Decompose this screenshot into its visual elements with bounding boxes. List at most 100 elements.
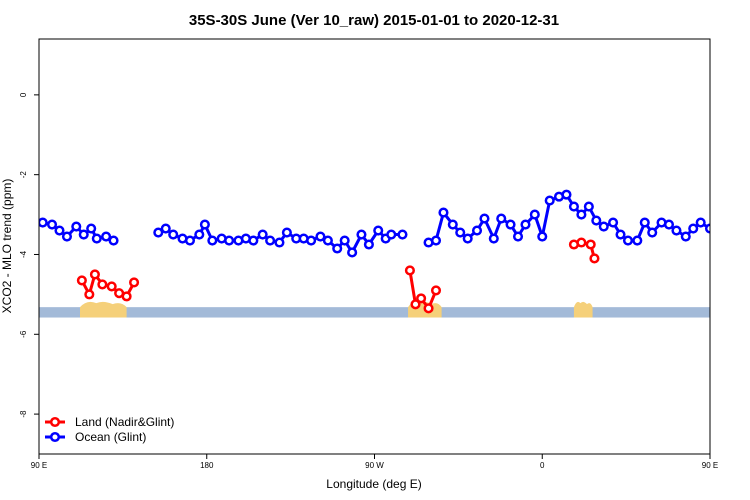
data-point <box>322 235 333 246</box>
data-point <box>568 201 579 212</box>
x-tick-label: 90 E <box>31 461 47 470</box>
data-point <box>281 227 292 238</box>
data-point <box>101 231 112 242</box>
legend-ocean-label: Ocean (Glint) <box>75 430 146 444</box>
data-point <box>561 189 572 200</box>
data-point <box>680 231 691 242</box>
data-point <box>479 213 490 224</box>
data-point <box>76 275 87 286</box>
series-land <box>76 237 750 314</box>
y-tick-label: -2 <box>19 171 28 179</box>
data-point <box>46 219 58 230</box>
data-point <box>512 231 524 242</box>
data-point <box>576 209 587 220</box>
data-point <box>583 201 594 212</box>
data-point <box>416 293 427 304</box>
data-point <box>160 223 171 234</box>
data-point <box>447 219 458 230</box>
data-point <box>729 227 737 235</box>
data-point <box>585 239 596 250</box>
x-axis-ticks: 90 E 180 90 W 0 90 E <box>31 454 718 470</box>
x-axis-label: Longitude (deg E) <box>326 477 421 491</box>
data-point <box>108 235 119 246</box>
data-point <box>671 225 682 236</box>
data-point <box>488 233 499 244</box>
land-ocean-band <box>39 301 710 318</box>
land-bump <box>573 301 593 318</box>
chart-title: 35S-30S June (Ver 10_raw) 2015-01-01 to … <box>189 12 559 29</box>
data-point <box>274 237 285 248</box>
data-point <box>332 243 343 254</box>
data-point <box>537 231 548 242</box>
data-point <box>455 227 466 238</box>
data-point <box>315 231 326 242</box>
data-point <box>410 299 421 310</box>
y-axis-label: XCO2 - MLO trend (ppm) <box>0 179 14 314</box>
data-point <box>89 269 100 280</box>
data-point <box>78 229 89 240</box>
data-point <box>207 235 218 246</box>
x-tick-label: 90 E <box>702 461 718 470</box>
data-point <box>589 253 600 264</box>
data-point <box>520 219 531 230</box>
data-point <box>632 235 643 246</box>
legend-land-label: Land (Nadir&Glint) <box>75 415 174 429</box>
data-point <box>591 215 602 226</box>
ocean-band <box>39 307 710 318</box>
legend-land-marker <box>49 416 61 428</box>
data-point <box>373 225 384 236</box>
y-tick-label: -8 <box>19 410 28 418</box>
data-point <box>84 289 95 300</box>
data-point <box>71 221 82 232</box>
y-tick-label: -4 <box>19 250 28 258</box>
data-point <box>721 233 729 241</box>
data-point <box>704 223 710 234</box>
legend: Land (Nadir&Glint) Ocean (Glint) <box>45 415 174 444</box>
data-point <box>688 223 699 234</box>
data-point <box>598 221 609 232</box>
data-point <box>622 235 634 246</box>
data-point <box>356 229 367 240</box>
data-point <box>714 229 722 237</box>
data-point <box>168 229 179 240</box>
data-point <box>544 195 555 206</box>
data-point <box>129 277 140 288</box>
y-tick-label: 0 <box>19 92 28 97</box>
y-tick-label: -6 <box>19 330 28 338</box>
data-point <box>647 227 658 238</box>
data-point <box>224 235 235 246</box>
data-point <box>738 231 746 239</box>
data-point <box>121 291 132 302</box>
data-point <box>529 209 540 220</box>
data-point <box>576 237 587 248</box>
data-point <box>404 265 415 276</box>
data-point <box>194 229 205 240</box>
data-point <box>615 229 626 240</box>
x-tick-label: 90 W <box>365 461 384 470</box>
data-point <box>54 225 65 236</box>
data-point <box>430 235 442 246</box>
data-point <box>265 235 276 246</box>
data-point <box>608 217 619 228</box>
data-point <box>639 217 650 228</box>
data-point <box>438 207 449 218</box>
data-point <box>471 225 483 236</box>
data-point <box>248 235 259 246</box>
data-point <box>39 217 48 228</box>
x-tick-label: 180 <box>200 461 214 470</box>
data-point <box>430 285 442 296</box>
data-point <box>347 247 358 258</box>
data-point <box>505 219 516 230</box>
data-point <box>184 235 196 246</box>
data-point <box>663 219 675 230</box>
series-line <box>742 274 750 296</box>
data-point <box>745 291 750 299</box>
land-bump <box>80 301 127 318</box>
data-point <box>496 213 507 224</box>
data-point <box>386 229 397 240</box>
data-point <box>86 223 97 234</box>
series-ocean <box>39 189 746 258</box>
data-point <box>423 303 434 314</box>
data-point <box>695 217 706 228</box>
